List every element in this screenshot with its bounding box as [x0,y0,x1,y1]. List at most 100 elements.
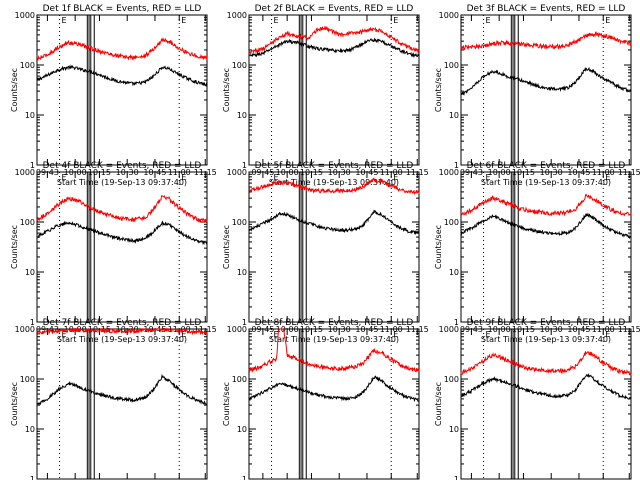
y-tick-label: 100 [232,375,247,384]
x-axis-label: Start Time (19-Sep-13 09:37:40) [57,178,187,187]
y-tick-label: 10 [449,268,459,277]
panel-9: Det 9f BLACK = Events, RED = LLD 1 10 100 10… [434,318,632,480]
y-tick-label: 1000 [439,11,459,20]
series-events-line [460,373,632,400]
panel-title: Det 5f BLACK = Events, RED = LLD [255,161,414,171]
y-axis-label: Counts/sec [222,225,231,269]
y-axis-label: Counts/sec [434,225,443,269]
panel-8: Det 8f BLACK = Events, RED = LLD 1 10 100 10… [222,318,420,480]
annotation-e: E [486,173,491,182]
annotation-e: E [393,16,398,25]
plot-frame [248,328,420,480]
annotation-e: E [181,330,186,339]
x-axis-label: Start Time (19-Sep-13 09:37:40) [269,178,399,187]
y-tick-label: 1000 [227,325,247,334]
y-tick-label: 1000 [227,168,247,177]
panel-title: Det 4f BLACK = Events, RED = LLD [43,161,202,171]
annotation-e: E [393,173,398,182]
y-axis-label: Counts/sec [434,68,443,112]
y-axis-label: Counts/sec [222,68,231,112]
series-lld-line [248,328,420,373]
x-axis-label: Start Time (19-Sep-13 09:37:40) [481,178,611,187]
panel-title: Det 3f BLACK = Events, RED = LLD [467,4,626,14]
y-tick-label: 100 [232,218,247,227]
y-axis-label: Counts/sec [434,382,443,426]
series-events-line [36,64,208,87]
plot-frame [248,14,420,166]
panel-2: Det 2f BLACK = Events, RED = LLD 1 10 100 10… [222,4,429,187]
panel-3: Det 3f BLACK = Events, RED = LLD 1 10 100 10… [434,4,640,187]
y-tick-label: 1 [30,318,35,327]
annotation-e: E [274,330,279,339]
series-events-line [36,220,208,246]
y-tick-label: 100 [232,61,247,70]
y-tick-label: 1000 [227,11,247,20]
annotation-e: E [605,173,610,182]
annotation-e: E [274,173,279,182]
annotation-e: E [181,16,186,25]
y-tick-label: 1000 [15,168,35,177]
panel-4: Det 4f BLACK = Events, RED = LLD 1 10 100 10… [10,161,217,344]
y-tick-label: 1 [454,161,459,170]
y-tick-label: 10 [449,111,459,120]
series-events-line [248,37,420,59]
y-tick-label: 10 [25,425,35,434]
plot-frame [460,328,632,480]
y-tick-label: 10 [237,268,247,277]
series-lld-line [460,350,632,376]
y-tick-label: 1 [30,161,35,170]
plot-frame [248,171,420,323]
panel-title: Det 8f BLACK = Events, RED = LLD [255,318,414,328]
y-tick-label: 100 [444,61,459,70]
series-lld-line [248,177,420,196]
annotation-e: E [62,16,67,25]
panel-title: Det 1f BLACK = Events, RED = LLD [43,4,202,14]
y-tick-label: 10 [237,111,247,120]
y-tick-label: 1 [30,475,35,480]
series-events-line [460,66,632,96]
series-events-line [248,209,420,236]
y-tick-label: 1000 [15,325,35,334]
y-tick-label: 1 [242,318,247,327]
plot-frame [460,171,632,323]
annotation-e: E [393,330,398,339]
y-axis-label: Counts/sec [10,68,19,112]
series-lld-line [460,31,632,51]
y-tick-label: 1 [454,318,459,327]
y-axis-label: Counts/sec [10,225,19,269]
y-tick-label: 100 [444,218,459,227]
y-tick-label: 100 [20,61,35,70]
series-events-line [36,373,208,406]
annotation-e: E [486,330,491,339]
panel-6: Det 6f BLACK = Events, RED = LLD 1 10 100 10… [434,161,640,344]
series-lld-line [36,36,208,62]
y-tick-label: 1000 [15,11,35,20]
panel-7: Det 7f BLACK = Events, RED = LLD 1 10 100 10… [10,318,208,480]
y-tick-label: 100 [444,375,459,384]
plot-frame [460,14,632,166]
panel-title: Det 9f BLACK = Events, RED = LLD [467,318,626,328]
plot-frame [36,14,208,166]
y-tick-label: 1 [242,161,247,170]
series-lld-line [460,193,632,217]
plot-frame [36,171,208,323]
plot-frame [36,328,208,480]
annotation-e: E [181,173,186,182]
annotation-e: E [486,16,491,25]
panel-title: Det 6f BLACK = Events, RED = LLD [467,161,626,171]
panel-5: Det 5f BLACK = Events, RED = LLD 1 10 100 10… [222,161,429,344]
y-tick-label: 1 [242,475,247,480]
x-axis-label: Start Time (19-Sep-13 09:37:40) [57,335,187,344]
y-tick-label: 10 [25,268,35,277]
series-lld-line [248,26,420,55]
panel-1: Det 1f BLACK = Events, RED = LLD 1 10 100 10… [10,4,217,187]
annotation-e: E [274,16,279,25]
annotation-e: E [62,173,67,182]
panel-title: Det 2f BLACK = Events, RED = LLD [255,4,414,14]
y-tick-label: 10 [237,425,247,434]
y-tick-label: 10 [449,425,459,434]
y-axis-label: Counts/sec [10,382,19,426]
y-tick-label: 100 [20,375,35,384]
y-tick-label: 1000 [439,325,459,334]
